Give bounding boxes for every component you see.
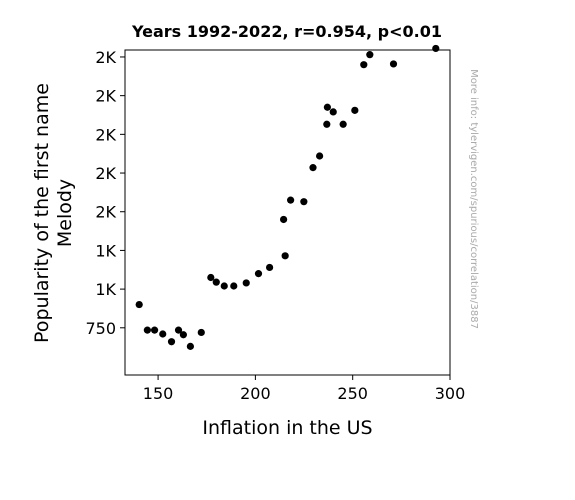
x-axis-label: Inflation in the US [202,417,372,439]
data-point [174,326,183,334]
data-point [360,61,368,69]
data-point [159,330,167,338]
data-point [186,342,194,350]
y-axis-ticks: 750 1K 1K 2K 2K 2K 2K 2K [85,48,125,338]
data-point [143,326,151,334]
source-watermark: More info: tylervigen.com/spurious/corre… [468,69,479,329]
y-tick-label: 2K [95,164,116,183]
y-tick-label: 750 [85,319,116,338]
x-tick-label: 250 [337,384,368,403]
data-point [309,164,317,172]
x-tick-label: 300 [435,384,466,403]
y-tick-label: 2K [95,203,116,222]
data-point [230,282,238,290]
data-point [135,300,143,309]
data-point [281,252,289,260]
y-axis-label-line-1: Popularity of the first name [31,83,53,343]
data-point [150,326,159,334]
data-point [351,106,359,114]
data-point [366,51,374,59]
y-axis-label-line-2: Melody [54,179,76,247]
data-point [207,273,215,282]
chart-title: Years 1992-2022, r=0.954, p<0.01 [131,22,442,41]
x-tick-label: 150 [143,384,174,403]
data-point [316,152,324,160]
data-point [323,103,331,111]
data-point [167,338,176,346]
plot-area [124,49,451,376]
data-point [339,120,347,128]
x-axis-ticks: 150 200 250 300 [143,375,465,403]
data-point [197,328,205,337]
y-tick-label: 2K [95,48,116,67]
data-point [220,282,228,290]
y-tick-label: 2K [95,125,116,144]
data-point [242,279,250,287]
data-point [329,108,337,116]
x-tick-label: 200 [240,384,271,403]
data-point [300,198,308,206]
data-point [432,44,440,53]
data-point [287,196,295,204]
data-point [179,331,187,339]
data-point [265,263,274,272]
data-point [212,278,220,286]
data-point [280,215,288,224]
data-point [254,270,263,278]
y-tick-label: 2K [95,87,116,106]
y-tick-label: 1K [95,241,116,260]
data-point [389,60,398,68]
data-point [323,120,331,128]
y-tick-label: 1K [95,280,116,299]
data-points [135,44,440,350]
